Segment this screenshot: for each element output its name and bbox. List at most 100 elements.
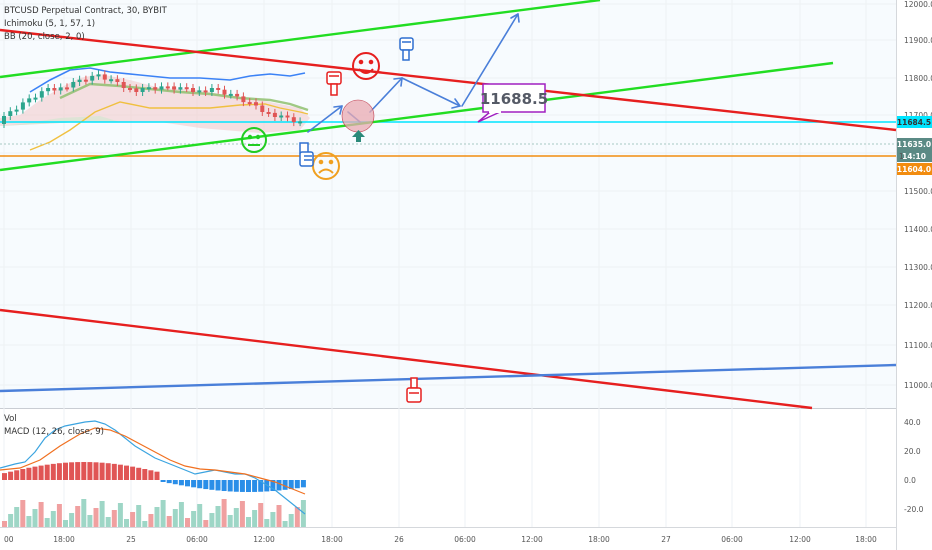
volume-bar	[136, 505, 142, 527]
volume-bar	[93, 508, 99, 527]
macd-signal-line	[0, 427, 306, 495]
macd-histogram-bar	[105, 463, 111, 480]
up-arrow-icon	[352, 130, 365, 142]
candle-body	[285, 115, 290, 118]
candle-body	[291, 117, 296, 123]
price-tick-label: 11400.0	[904, 225, 932, 234]
macd-histogram-bar	[2, 473, 7, 480]
vol-legend[interactable]: Vol	[4, 414, 17, 424]
candle-body	[27, 98, 32, 103]
candle-body	[128, 88, 132, 90]
macd-histogram-bar	[282, 480, 288, 490]
candle-body	[71, 82, 76, 88]
candle-body	[8, 111, 13, 116]
price-badge-bg	[897, 150, 932, 162]
macd-histogram-bar	[215, 480, 221, 491]
macd-axis-ticks: 40.0 20.0 0.0 -20.0	[904, 418, 924, 514]
symbol-legend[interactable]: BTCUSD Perpetual Contract, 30, BYBIT	[4, 6, 168, 16]
macd-histogram-bar	[93, 462, 99, 480]
price-partial-label: 1	[899, 152, 904, 161]
candle-body	[272, 112, 277, 117]
macd-histogram-bar	[111, 463, 117, 480]
volume-bar	[203, 520, 209, 527]
time-axis-label: 12:00	[521, 535, 543, 544]
volume-bar	[75, 506, 81, 527]
price-pane[interactable]	[0, 0, 896, 408]
time-axis-label: 18:00	[855, 535, 877, 544]
candle-body	[228, 93, 233, 96]
price-tick-label: 11500.0	[904, 187, 932, 196]
macd-histogram-bar	[75, 462, 81, 480]
ichimoku-legend[interactable]: Ichimoku (5, 1, 57, 1)	[4, 19, 95, 29]
volume-bar	[32, 509, 38, 527]
macd-histogram	[2, 462, 306, 492]
volume-bar	[172, 509, 178, 527]
candle-body	[102, 74, 107, 80]
volume-bar	[8, 514, 14, 527]
candle-body	[254, 102, 258, 106]
volume-bar	[282, 521, 288, 527]
bb-upper-band	[29, 67, 306, 93]
price-tick-label: 11800.0	[904, 74, 932, 83]
bb-basis	[59, 82, 309, 112]
candle-body	[58, 87, 63, 91]
bb-legend[interactable]: BB (20, close, 2, 0)	[4, 32, 85, 42]
candle-body	[235, 93, 240, 97]
volume-bar	[239, 501, 245, 527]
price-callout[interactable]: 11688.5	[477, 83, 548, 123]
macd-histogram-bar	[50, 463, 56, 480]
price-tick-label: 11200.0	[904, 301, 932, 310]
macd-histogram-bar	[124, 465, 129, 480]
volume-bar	[178, 502, 184, 527]
volume-bar	[276, 505, 282, 527]
candle-body	[83, 79, 88, 82]
price-tick-label: 12000.0	[904, 0, 932, 9]
time-axis-label: 06:00	[186, 535, 208, 544]
hand-pointer-red-down-icon	[326, 71, 342, 96]
candle-body	[247, 102, 252, 105]
candle-body	[109, 79, 114, 82]
candle-body	[209, 88, 214, 92]
price-scale[interactable]	[896, 0, 932, 550]
time-axis-label: 06:00	[721, 535, 743, 544]
candle-body	[115, 79, 120, 82]
trendline-blue[interactable]	[0, 363, 897, 393]
time-axis-label: 06:00	[454, 535, 476, 544]
candle-body	[52, 88, 57, 91]
indicator-pane[interactable]	[0, 409, 896, 527]
neutral-face-icon	[241, 127, 267, 153]
trendline-red-lower[interactable]	[0, 308, 813, 410]
volume-bar	[111, 510, 117, 527]
macd-histogram-bar	[160, 480, 166, 482]
macd-histogram-bar	[69, 462, 75, 480]
volume-bar	[69, 513, 75, 527]
candle-body	[216, 88, 221, 90]
projection-arrows[interactable]	[307, 13, 520, 133]
time-axis-label: 18:00	[588, 535, 610, 544]
macd-histogram-bar	[154, 471, 160, 480]
macd-legend[interactable]: MACD (12, 26, close, 9)	[4, 427, 104, 437]
channel-upper-green[interactable]	[0, 0, 601, 79]
candle-body	[197, 90, 202, 93]
volume-bar	[50, 511, 56, 527]
candle-body	[260, 105, 265, 112]
macd-histogram-bar	[252, 480, 258, 492]
volume-bar	[63, 520, 68, 527]
macd-histogram-bar	[197, 480, 203, 489]
trendline-red-upper[interactable]	[0, 28, 897, 132]
macd-histogram-bar	[227, 480, 233, 492]
time-axis-label: 00	[4, 535, 14, 544]
candle-body	[39, 91, 44, 98]
price-tick-label: 11900.0	[904, 36, 932, 45]
macd-histogram-bar	[294, 480, 300, 489]
macd-histogram-bar	[258, 480, 264, 492]
volume-bar	[14, 507, 20, 527]
channel-lower-green[interactable]	[0, 61, 834, 172]
volume-bars	[2, 499, 306, 527]
price-tick-label: 11300.0	[904, 263, 932, 272]
macd-histogram-bar	[142, 469, 148, 480]
volume-bar	[185, 518, 190, 527]
macd-histogram-bar	[81, 462, 87, 480]
candle-body	[65, 87, 69, 90]
